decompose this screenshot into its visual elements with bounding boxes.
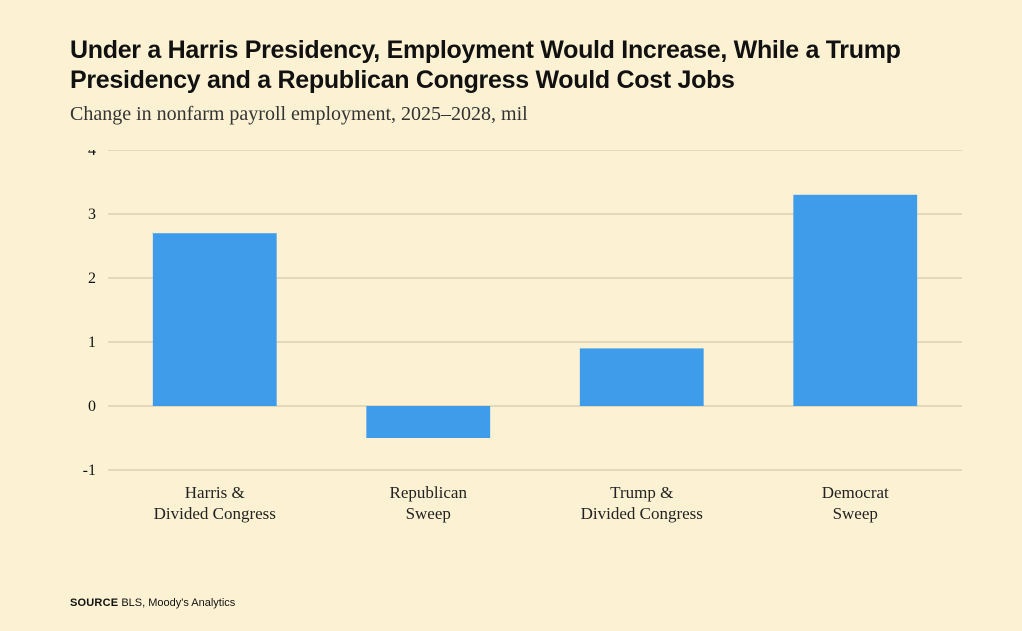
x-category-label: Sweep	[406, 504, 451, 523]
y-tick-label: 3	[88, 206, 96, 223]
x-category-label: Divided Congress	[154, 504, 276, 523]
x-category-label: Republican	[390, 483, 468, 502]
bar	[580, 348, 704, 406]
x-category-label: Harris &	[185, 483, 245, 502]
x-category-label: Divided Congress	[581, 504, 703, 523]
y-tick-label: 4	[88, 150, 96, 159]
bar	[793, 195, 917, 406]
y-tick-label: 0	[88, 398, 96, 415]
x-category-label: Democrat	[822, 483, 889, 502]
y-tick-label: -1	[83, 462, 96, 479]
bar	[153, 233, 277, 406]
chart-title: Under a Harris Presidency, Employment Wo…	[70, 36, 962, 95]
x-category-label: Sweep	[833, 504, 878, 523]
bar	[366, 406, 490, 438]
source-text: BLS, Moody's Analytics	[118, 597, 235, 609]
bar-chart-svg: -1 0 1 2 3 4 Harris & Divided Congress Republica…	[70, 150, 962, 530]
x-category-label: Trump &	[610, 483, 673, 502]
y-tick-label: 2	[88, 270, 96, 287]
source-prefix: SOURCE	[70, 597, 118, 609]
chart-subtitle: Change in nonfarm payroll employment, 20…	[70, 103, 962, 126]
y-tick-label: 1	[88, 334, 96, 351]
source-attribution: SOURCE BLS, Moody's Analytics	[70, 597, 235, 609]
chart-canvas: Under a Harris Presidency, Employment Wo…	[0, 0, 1022, 631]
chart-plot-area: -1 0 1 2 3 4 Harris & Divided Congress Republica…	[70, 150, 962, 530]
